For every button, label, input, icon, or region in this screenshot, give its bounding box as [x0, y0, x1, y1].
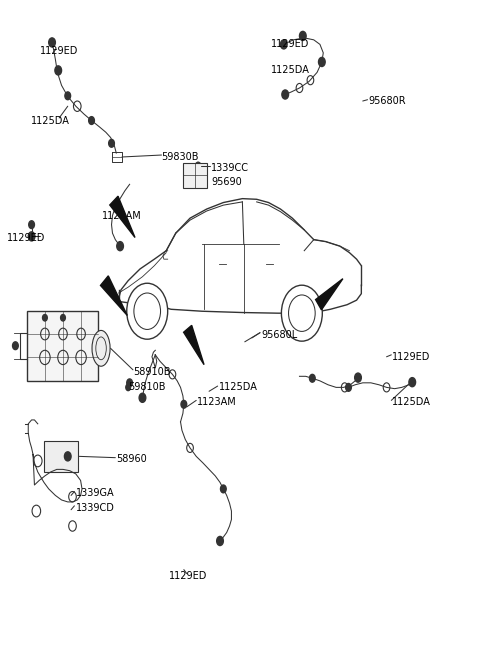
Circle shape: [300, 31, 306, 41]
Circle shape: [12, 342, 18, 350]
Bar: [44, 441, 78, 472]
Circle shape: [139, 393, 146, 402]
Circle shape: [310, 375, 315, 382]
Text: 95680R: 95680R: [369, 96, 406, 106]
Text: 1129ED: 1129ED: [271, 39, 309, 49]
Text: 1125DA: 1125DA: [31, 115, 70, 126]
Text: 1339CD: 1339CD: [76, 503, 115, 513]
Circle shape: [127, 379, 132, 386]
Circle shape: [282, 90, 288, 99]
Bar: [27, 310, 98, 381]
Circle shape: [117, 242, 123, 251]
Circle shape: [126, 384, 131, 390]
Circle shape: [216, 536, 223, 546]
Circle shape: [29, 221, 35, 229]
Circle shape: [108, 140, 114, 147]
Circle shape: [127, 283, 168, 339]
Text: 1123AM: 1123AM: [197, 398, 237, 407]
Circle shape: [43, 314, 48, 321]
Circle shape: [55, 66, 61, 75]
Polygon shape: [184, 326, 204, 365]
Circle shape: [181, 400, 187, 408]
Text: 59830B: 59830B: [161, 152, 199, 162]
Text: 59810B: 59810B: [128, 383, 166, 392]
Circle shape: [48, 38, 55, 47]
Ellipse shape: [92, 330, 110, 366]
Text: 1129ED: 1129ED: [168, 571, 207, 581]
Text: 1125DA: 1125DA: [392, 398, 431, 407]
Circle shape: [195, 162, 201, 170]
Bar: [183, 163, 207, 187]
Polygon shape: [100, 276, 127, 316]
Circle shape: [65, 92, 71, 100]
Circle shape: [28, 232, 35, 241]
Circle shape: [319, 58, 325, 67]
Circle shape: [355, 373, 361, 382]
Circle shape: [409, 378, 416, 386]
Text: 95690: 95690: [212, 178, 242, 187]
Circle shape: [280, 40, 287, 49]
Circle shape: [134, 293, 160, 329]
Polygon shape: [315, 278, 343, 310]
Text: 58960: 58960: [116, 454, 147, 464]
Circle shape: [60, 314, 65, 321]
Text: 1339GA: 1339GA: [76, 489, 114, 498]
Circle shape: [220, 485, 226, 493]
Circle shape: [288, 295, 315, 331]
Text: 58910B: 58910B: [133, 367, 170, 377]
Text: 1129ED: 1129ED: [7, 233, 45, 243]
Text: 1129ED: 1129ED: [40, 46, 79, 56]
Text: 95680L: 95680L: [262, 330, 298, 341]
Text: 1129ED: 1129ED: [392, 352, 431, 362]
Circle shape: [89, 117, 95, 124]
Circle shape: [64, 452, 71, 461]
Circle shape: [346, 383, 351, 391]
Circle shape: [281, 285, 322, 341]
Text: 1125DA: 1125DA: [271, 66, 310, 75]
Polygon shape: [110, 196, 135, 238]
Text: 1339CC: 1339CC: [212, 163, 250, 173]
Text: 1125DA: 1125DA: [218, 383, 257, 392]
Text: 1123AM: 1123AM: [102, 210, 142, 221]
